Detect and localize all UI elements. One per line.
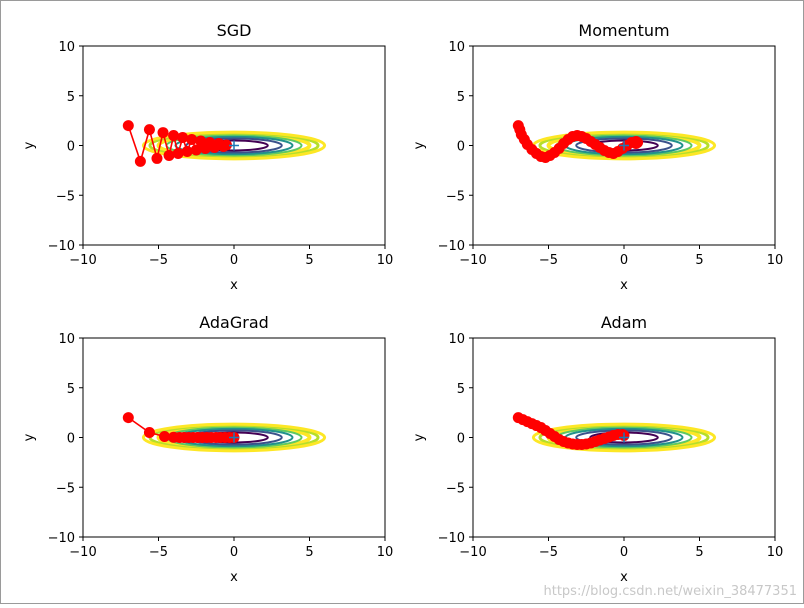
x-axis-label: x [230, 278, 238, 293]
x-tick-label: 10 [767, 253, 784, 268]
y-axis-label: y [412, 433, 427, 441]
x-tick-label: 10 [767, 545, 784, 560]
y-tick-label: 10 [58, 332, 75, 347]
y-tick-label: −5 [446, 189, 465, 204]
x-tick-label: 5 [305, 545, 313, 560]
x-axis-label: x [620, 278, 628, 293]
x-axis-label: x [620, 570, 628, 585]
y-tick-label: 10 [58, 40, 75, 55]
y-tick-label: 0 [457, 432, 465, 447]
trajectory-point [122, 120, 134, 132]
subplot-title: Momentum [578, 21, 669, 40]
x-tick-label: −10 [459, 545, 486, 560]
contour-outer-band [141, 422, 327, 453]
trajectory-point [190, 144, 202, 156]
trajectory-point [159, 431, 171, 443]
trajectory-point [172, 147, 184, 159]
x-tick-label: 0 [620, 253, 628, 268]
y-tick-label: 0 [457, 140, 465, 155]
minimum-marker [619, 140, 629, 151]
x-axis-label: x [230, 570, 238, 585]
trajectory-point [181, 145, 193, 157]
x-tick-label: −5 [149, 545, 168, 560]
subplot-sgd: −10 −5 0 5 10 10 5 0 −5 −10 SGD x y [22, 21, 393, 293]
trajectory-point [134, 155, 146, 167]
y-axis-label: y [22, 433, 37, 441]
contour-outer-band [531, 422, 717, 453]
x-tick-label: −10 [459, 253, 486, 268]
x-tick-label: −5 [149, 253, 168, 268]
trajectory-point [220, 139, 232, 151]
minimum-marker [619, 432, 629, 443]
y-tick-label: −10 [48, 239, 75, 254]
subplot-title: Adam [601, 313, 647, 332]
x-tick-label: 10 [377, 253, 394, 268]
subplot-adam: −10 −5 0 5 10 10 5 0 −5 −10 Adam x y [412, 313, 783, 585]
y-tick-label: −10 [48, 531, 75, 546]
trajectory-point [157, 127, 169, 139]
y-tick-label: 5 [67, 90, 75, 105]
x-tick-label: 0 [620, 545, 628, 560]
y-tick-label: −10 [438, 239, 465, 254]
y-tick-label: −5 [56, 481, 75, 496]
trajectory-point [151, 152, 163, 164]
x-tick-label: −10 [69, 545, 96, 560]
y-axis-label: y [412, 141, 427, 149]
y-tick-label: −5 [56, 189, 75, 204]
y-tick-label: 10 [448, 332, 465, 347]
subplot-title: SGD [217, 21, 252, 40]
y-axis-label: y [22, 141, 37, 149]
y-tick-label: 5 [67, 382, 75, 397]
x-tick-label: 0 [230, 253, 238, 268]
x-tick-label: 5 [695, 545, 703, 560]
x-tick-label: 0 [230, 545, 238, 560]
y-tick-label: 10 [448, 40, 465, 55]
contour-level-2 [185, 137, 283, 154]
subplot-title: AdaGrad [199, 313, 269, 332]
trajectory-point [163, 149, 175, 161]
subplot-adagrad: −10 −5 0 5 10 10 5 0 −5 −10 AdaGrad x y [22, 313, 393, 585]
x-tick-label: 5 [695, 253, 703, 268]
trajectory-point [177, 132, 189, 144]
x-tick-label: −5 [539, 253, 558, 268]
y-tick-label: 5 [457, 90, 465, 105]
y-tick-label: −10 [438, 531, 465, 546]
trajectory-point [168, 130, 180, 142]
x-tick-label: −10 [69, 253, 96, 268]
y-tick-label: −5 [446, 481, 465, 496]
x-tick-label: −5 [539, 545, 558, 560]
minimum-marker [229, 432, 239, 443]
x-tick-label: 10 [377, 545, 394, 560]
y-tick-label: 0 [67, 140, 75, 155]
minimum-marker [229, 140, 239, 151]
trajectory-point [143, 427, 155, 439]
x-tick-label: 5 [305, 253, 313, 268]
y-tick-label: 0 [67, 432, 75, 447]
trajectory-point [143, 124, 155, 136]
y-tick-label: 5 [457, 382, 465, 397]
subplot-momentum: −10 −5 0 5 10 10 5 0 −5 −10 Momentum x y [412, 21, 783, 293]
trajectory-point [122, 412, 134, 424]
trajectory-point [630, 138, 642, 150]
watermark-text: https://blog.csdn.net/weixin_38477351 [543, 584, 797, 599]
contour-outer-band [141, 130, 327, 161]
trajectory-point [186, 134, 198, 146]
